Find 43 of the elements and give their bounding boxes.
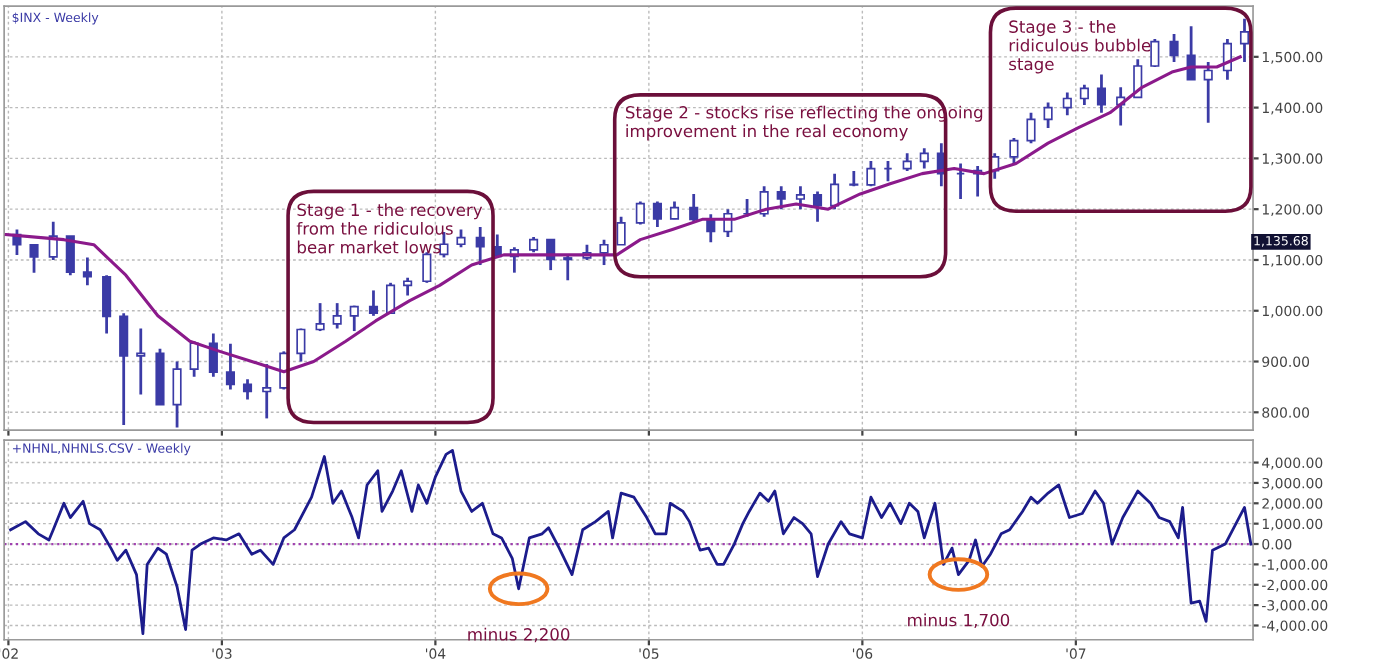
candlestick — [1079, 83, 1089, 107]
candlestick — [82, 256, 92, 287]
candlestick — [422, 250, 432, 285]
candlestick — [119, 311, 129, 427]
candlestick — [65, 234, 75, 277]
annotation: minus 1,700 — [908, 613, 1010, 629]
candlestick — [1169, 32, 1179, 64]
candlestick — [1150, 37, 1160, 69]
candlestick — [1239, 17, 1250, 64]
candlestick — [349, 304, 359, 333]
candlestick — [689, 192, 699, 224]
candlestick — [1203, 60, 1213, 125]
candlestick — [1026, 111, 1036, 145]
candlestick — [776, 184, 786, 211]
candlestick — [1096, 73, 1107, 115]
candlestick — [795, 184, 806, 211]
candlestick — [136, 327, 146, 396]
candlestick — [830, 172, 840, 211]
candlestick — [652, 200, 662, 229]
candlestick — [866, 159, 876, 188]
candlestick — [296, 327, 306, 363]
candlestick — [189, 339, 199, 379]
candlestick — [242, 377, 253, 401]
candlestick — [332, 301, 342, 330]
candlestick — [315, 301, 325, 333]
candlestick — [563, 253, 573, 282]
candlestick — [1043, 101, 1053, 130]
candlestick — [29, 243, 39, 275]
candlestick — [919, 146, 929, 170]
candlestick — [599, 238, 609, 267]
candlestick — [368, 289, 379, 318]
candlestick — [208, 332, 218, 379]
candlestick — [475, 225, 485, 267]
line-series — [4, 55, 1242, 374]
annotation: minus 2,200 — [468, 627, 570, 643]
candlestick — [102, 273, 112, 335]
candlestick — [1009, 136, 1019, 165]
candlestick — [225, 342, 236, 391]
candlestick — [616, 215, 626, 247]
candlestick — [262, 362, 272, 420]
candlestick — [1062, 90, 1072, 117]
candlestick — [812, 190, 823, 224]
candlestick — [172, 360, 182, 429]
